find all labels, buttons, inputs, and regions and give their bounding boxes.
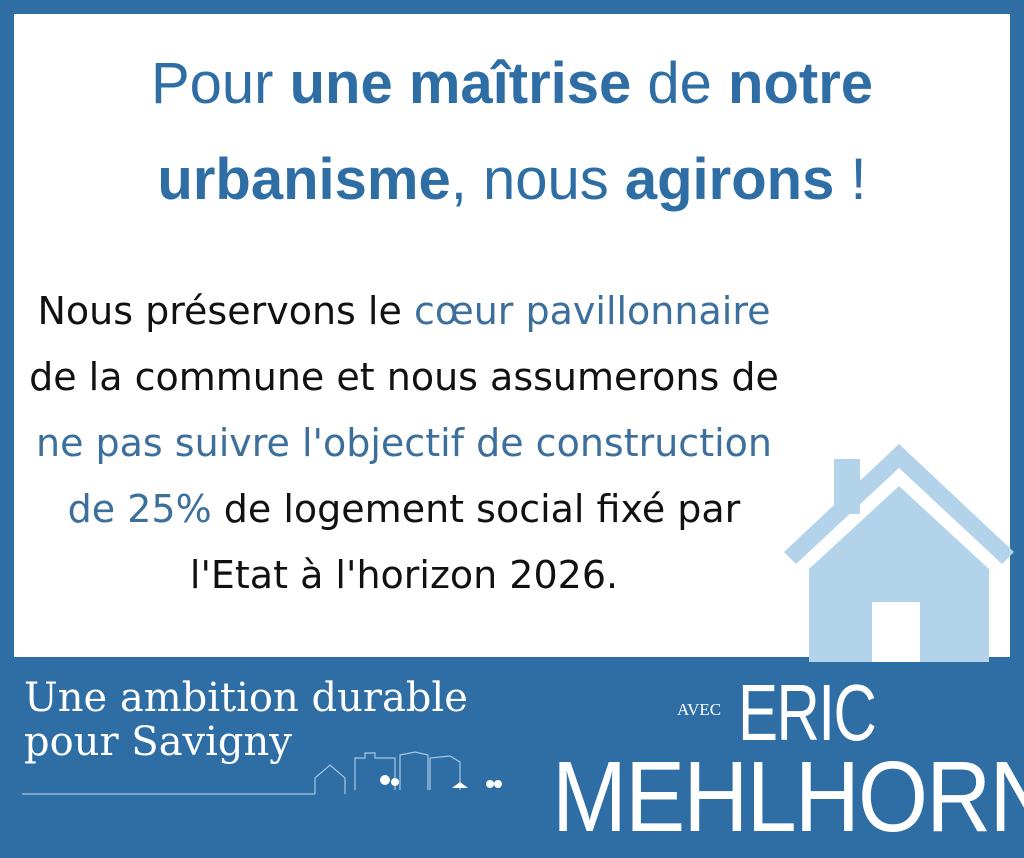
headline-text: Pour [150, 51, 290, 116]
headline-text: de [631, 51, 729, 116]
headline-emphasis: notre urbanisme [157, 51, 874, 212]
body-plain: de logement social fixé par l'Etat à l'h… [189, 487, 741, 597]
body-text: Nous préservons le cœur pavillonnaire de… [24, 278, 784, 608]
headline-emphasis: agirons [624, 147, 835, 212]
house-icon [784, 444, 1014, 662]
slogan-line: pour Savigny [24, 719, 292, 765]
logo-last-name: MEHLHORN [552, 741, 1024, 853]
logo-first-name: ERIC [738, 668, 877, 758]
headline-emphasis: une maîtrise [289, 51, 632, 116]
body-highlight: ne pas suivre l'objectif de construction… [35, 421, 772, 531]
slogan: Une ambition durable pour Savigny [24, 676, 468, 764]
avec-label: AVEC [677, 700, 722, 719]
body-highlight: cœur pavillonnaire [413, 289, 771, 333]
content-panel: Pour une maîtrise de notre urbanisme, no… [14, 14, 1014, 662]
town-skyline-icon [22, 751, 502, 795]
headline-text: , nous [450, 147, 625, 212]
slogan-line: Une ambition durable [24, 675, 468, 721]
headline-text: ! [834, 147, 867, 212]
body-plain: de la commune et nous assumerons de [29, 355, 779, 399]
first-name-text: ERIC [738, 668, 877, 757]
body-plain: Nous préservons le [37, 289, 414, 333]
headline: Pour une maîtrise de notre urbanisme, no… [14, 36, 1010, 228]
